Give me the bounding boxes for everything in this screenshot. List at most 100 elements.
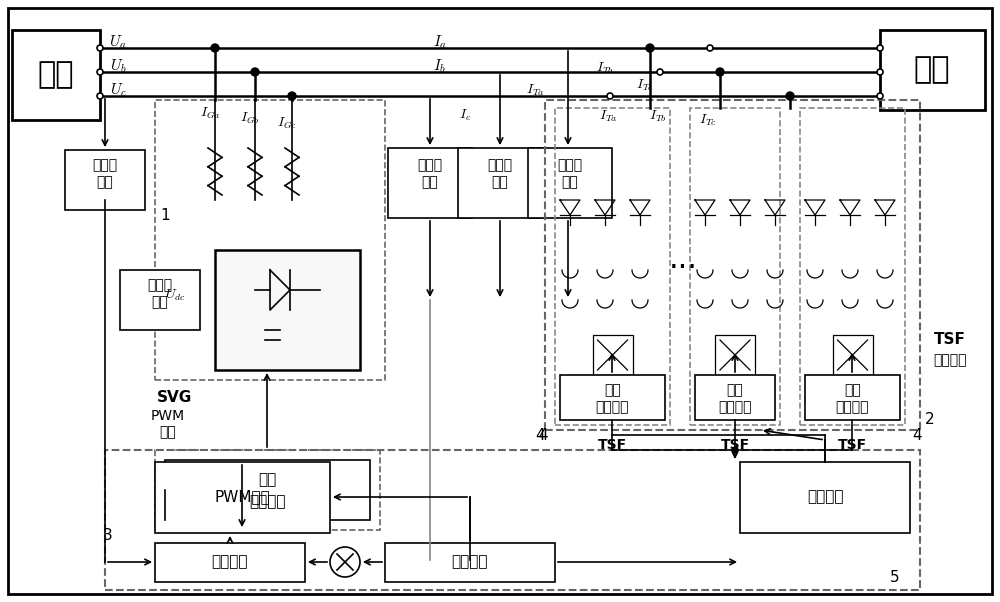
Circle shape	[877, 93, 883, 99]
Circle shape	[97, 45, 103, 51]
Circle shape	[716, 68, 724, 76]
Text: $I_{Tc}$: $I_{Tc}$	[636, 77, 654, 93]
Text: $I_c$: $I_c$	[459, 107, 471, 123]
Circle shape	[707, 45, 713, 51]
Text: PWM: PWM	[151, 409, 185, 423]
Text: 电流传: 电流传	[557, 158, 583, 172]
Bar	[385, 543, 555, 582]
Bar	[690, 108, 780, 425]
Text: 4: 4	[535, 427, 545, 442]
Bar	[12, 30, 100, 120]
Bar	[545, 100, 920, 430]
Text: 功率: 功率	[258, 473, 276, 488]
Text: 驱动电路: 驱动电路	[596, 400, 629, 414]
Text: 1: 1	[160, 208, 170, 223]
Text: PWM调制: PWM调制	[214, 489, 270, 504]
Text: 感器: 感器	[562, 175, 578, 189]
Text: $U_c$: $U_c$	[110, 81, 126, 99]
Bar	[592, 335, 633, 375]
Text: 感器: 感器	[152, 295, 168, 309]
Text: 3: 3	[103, 527, 113, 542]
Text: $I_{Ta}$: $I_{Ta}$	[599, 108, 617, 123]
Text: 4: 4	[912, 427, 922, 442]
Text: $I_{Tb}$: $I_{Tb}$	[596, 60, 614, 76]
Text: 电压传: 电压传	[92, 158, 118, 172]
Bar	[165, 460, 370, 520]
Text: 感器: 感器	[97, 175, 113, 189]
Text: $U_a$: $U_a$	[109, 33, 127, 51]
Text: 电网: 电网	[38, 60, 74, 90]
Circle shape	[97, 93, 103, 99]
Text: 感器: 感器	[492, 175, 508, 189]
Text: 谐波检测: 谐波检测	[452, 554, 488, 569]
Text: 感器: 感器	[422, 175, 438, 189]
Bar	[832, 335, 872, 375]
Text: SVG: SVG	[157, 391, 193, 406]
Bar	[740, 462, 910, 533]
Bar	[555, 108, 670, 425]
Bar	[715, 335, 755, 375]
Bar	[528, 148, 612, 218]
Bar	[800, 108, 905, 425]
Bar	[458, 148, 542, 218]
Text: ...: ...	[669, 246, 697, 275]
Text: 2: 2	[925, 412, 935, 427]
Circle shape	[211, 44, 219, 52]
Text: 负载: 负载	[914, 55, 950, 84]
Bar	[880, 30, 985, 110]
Text: $I_{Ga}$: $I_{Ga}$	[200, 105, 220, 120]
Text: $I_{Gc}$: $I_{Gc}$	[277, 116, 297, 131]
Circle shape	[657, 69, 663, 75]
Circle shape	[877, 69, 883, 75]
Text: 功率: 功率	[727, 383, 743, 397]
Text: TSF: TSF	[720, 438, 750, 452]
Text: $I_b$: $I_b$	[433, 57, 447, 75]
Text: 功率: 功率	[604, 383, 621, 397]
Circle shape	[288, 92, 296, 100]
Circle shape	[786, 92, 794, 100]
Text: 电流传: 电流传	[487, 158, 513, 172]
Text: $I_{Tc}$: $I_{Tc}$	[699, 113, 717, 128]
Text: 诊断控制: 诊断控制	[807, 489, 843, 504]
Bar	[805, 375, 900, 420]
Bar	[155, 543, 305, 582]
Text: 驱动电路: 驱动电路	[249, 494, 285, 509]
Text: 5: 5	[890, 569, 900, 585]
Circle shape	[877, 45, 883, 51]
Bar	[560, 375, 665, 420]
Text: 驱动电路: 驱动电路	[718, 400, 752, 414]
Text: $U_{dc}$: $U_{dc}$	[165, 287, 185, 303]
Circle shape	[732, 447, 738, 453]
Bar	[388, 148, 472, 218]
Bar	[120, 270, 200, 330]
Text: TSF: TSF	[934, 332, 966, 347]
Text: 4: 4	[538, 427, 548, 442]
Bar	[695, 375, 775, 420]
Text: $I_{Ta}$: $I_{Ta}$	[526, 82, 544, 98]
Text: 电压传: 电压传	[147, 278, 173, 292]
Polygon shape	[265, 340, 280, 355]
Text: 信号: 信号	[160, 425, 176, 439]
Bar	[155, 100, 385, 380]
Text: $I_{Gb}$: $I_{Gb}$	[240, 110, 260, 126]
Text: 驱动电路: 驱动电路	[836, 400, 869, 414]
Text: TSF: TSF	[838, 438, 867, 452]
Circle shape	[646, 44, 654, 52]
Circle shape	[607, 93, 613, 99]
Bar	[155, 450, 380, 530]
Text: TSF: TSF	[598, 438, 627, 452]
Text: 投切信号: 投切信号	[933, 353, 967, 367]
Bar	[105, 450, 920, 590]
Bar	[155, 462, 330, 533]
Text: $U_b$: $U_b$	[110, 57, 126, 75]
Text: $I_{Tb}$: $I_{Tb}$	[649, 108, 667, 123]
Text: 电流传: 电流传	[417, 158, 443, 172]
Circle shape	[251, 68, 259, 76]
Bar	[215, 250, 360, 370]
Circle shape	[97, 69, 103, 75]
Text: 电流跟踪: 电流跟踪	[212, 554, 248, 569]
Text: $I_a$: $I_a$	[433, 33, 447, 51]
Circle shape	[330, 547, 360, 577]
Bar	[65, 150, 145, 210]
Text: 功率: 功率	[844, 383, 861, 397]
